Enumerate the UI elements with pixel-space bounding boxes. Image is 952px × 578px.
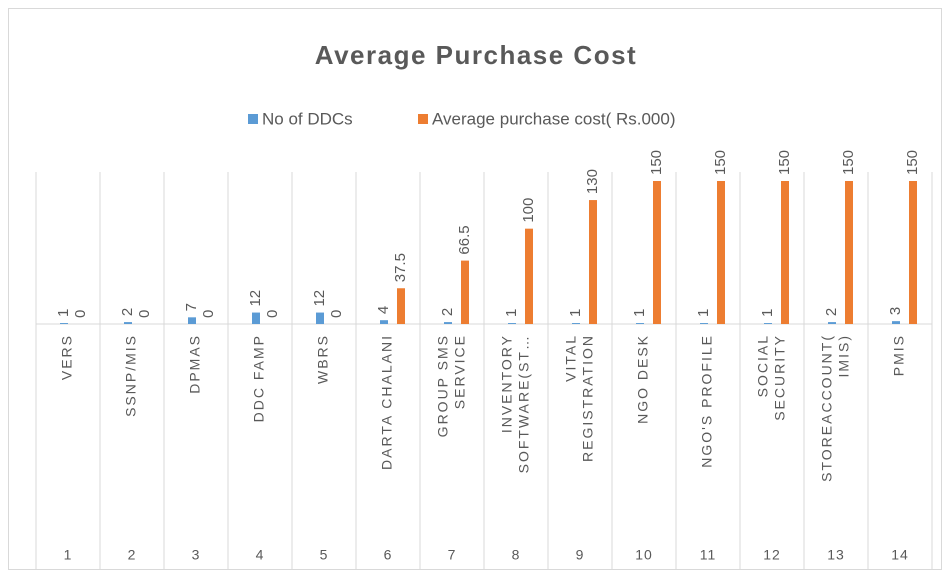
data-label: 0 <box>136 310 153 318</box>
x-tick-label: WBRS <box>315 334 331 384</box>
data-label: 1 <box>503 309 520 317</box>
data-label: 2 <box>823 308 840 316</box>
bar <box>508 323 516 324</box>
data-label: 7 <box>183 303 200 311</box>
x-tick-label: NGO'S PROFILE <box>699 334 715 468</box>
bar <box>909 181 917 324</box>
chart-border <box>8 8 942 570</box>
x-tick-label: NGO DESK <box>635 334 651 424</box>
x-tick-label-line: SOFTWARE(ST… <box>515 334 531 473</box>
data-label: 1 <box>759 309 776 317</box>
x-tick-label: DDC FAMP <box>251 334 267 422</box>
category-number: 1 <box>64 547 73 563</box>
bar <box>845 181 853 324</box>
x-tick-label-line: VITAL <box>562 334 578 382</box>
category-number: 3 <box>192 547 201 563</box>
legend-label: Average purchase cost( Rs.000) <box>432 109 675 128</box>
bar <box>828 322 836 324</box>
bar <box>252 312 260 324</box>
data-label: 1 <box>631 309 648 317</box>
data-label: 150 <box>904 150 921 175</box>
bar <box>444 322 452 324</box>
bar <box>717 181 725 324</box>
category-number: 12 <box>763 547 781 563</box>
x-tick-label-line: SOCIAL <box>754 334 770 397</box>
bar <box>316 312 324 324</box>
data-label: 0 <box>264 310 281 318</box>
x-tick-label-line: INVENTORY <box>498 334 514 433</box>
x-tick-label-line: REGISTRATION <box>579 334 595 462</box>
category-number: 11 <box>700 547 717 563</box>
x-tick-label: SSNP/MIS <box>123 334 139 417</box>
data-label: 4 <box>375 306 392 314</box>
bar <box>188 317 196 324</box>
bar <box>781 181 789 324</box>
x-tick-label-line: STOREACCOUNT( <box>818 334 834 482</box>
legend-label: No of DDCs <box>262 109 353 128</box>
category-number: 7 <box>448 547 457 563</box>
data-label: 66.5 <box>456 225 473 254</box>
x-tick-label-line: SECURITY <box>771 334 787 421</box>
bar <box>380 320 388 324</box>
x-tick-label-line: SERVICE <box>451 334 467 409</box>
x-tick-label: SOCIALSECURITY <box>754 334 787 421</box>
data-label: 3 <box>887 307 904 315</box>
data-label: 1 <box>55 309 72 317</box>
x-tick-label-line: IMIS) <box>835 334 851 377</box>
category-number: 2 <box>128 547 137 563</box>
data-label: 0 <box>328 310 345 318</box>
legend-swatch <box>418 114 428 124</box>
chart-title: Average Purchase Cost <box>315 40 637 70</box>
bar <box>589 200 597 324</box>
category-number: 6 <box>384 547 393 563</box>
x-tick-label: INVENTORYSOFTWARE(ST… <box>498 334 531 473</box>
data-label: 2 <box>439 308 456 316</box>
data-label: 2 <box>119 308 136 316</box>
bar <box>572 323 580 324</box>
bar <box>60 323 68 324</box>
category-number: 8 <box>512 547 521 563</box>
category-number: 13 <box>827 547 845 563</box>
bar <box>700 323 708 324</box>
bar <box>397 288 405 324</box>
data-label: 1 <box>695 309 712 317</box>
data-label: 12 <box>311 290 328 307</box>
data-label: 150 <box>712 150 729 175</box>
data-label: 150 <box>648 150 665 175</box>
bar <box>636 323 644 324</box>
category-number: 9 <box>576 547 585 563</box>
x-tick-label: PMIS <box>891 334 907 376</box>
data-label: 12 <box>247 290 264 307</box>
bar <box>653 181 661 324</box>
x-tick-label: VITALREGISTRATION <box>562 334 595 462</box>
bar <box>764 323 772 324</box>
x-tick-label-line: GROUP SMS <box>434 334 450 437</box>
x-tick-label: DPMAS <box>187 334 203 394</box>
x-tick-label: STOREACCOUNT(IMIS) <box>818 334 851 482</box>
x-tick-label: VERS <box>59 334 75 380</box>
category-number: 4 <box>256 547 265 563</box>
bar <box>461 260 469 324</box>
bar <box>892 321 900 324</box>
data-label: 37.5 <box>392 253 409 282</box>
x-tick-label: DARTA CHALANI <box>379 334 395 470</box>
data-label: 0 <box>200 310 217 318</box>
category-number: 10 <box>635 547 653 563</box>
category-number: 5 <box>320 547 329 563</box>
bar <box>124 322 132 324</box>
data-label: 150 <box>840 150 857 175</box>
x-tick-label: GROUP SMSSERVICE <box>434 334 467 437</box>
category-number: 14 <box>891 547 909 563</box>
data-label: 130 <box>584 169 601 194</box>
bar <box>525 228 533 324</box>
data-label: 1 <box>567 309 584 317</box>
legend-swatch <box>248 114 258 124</box>
data-label: 150 <box>776 150 793 175</box>
data-label: 0 <box>72 310 89 318</box>
data-label: 100 <box>520 198 537 223</box>
